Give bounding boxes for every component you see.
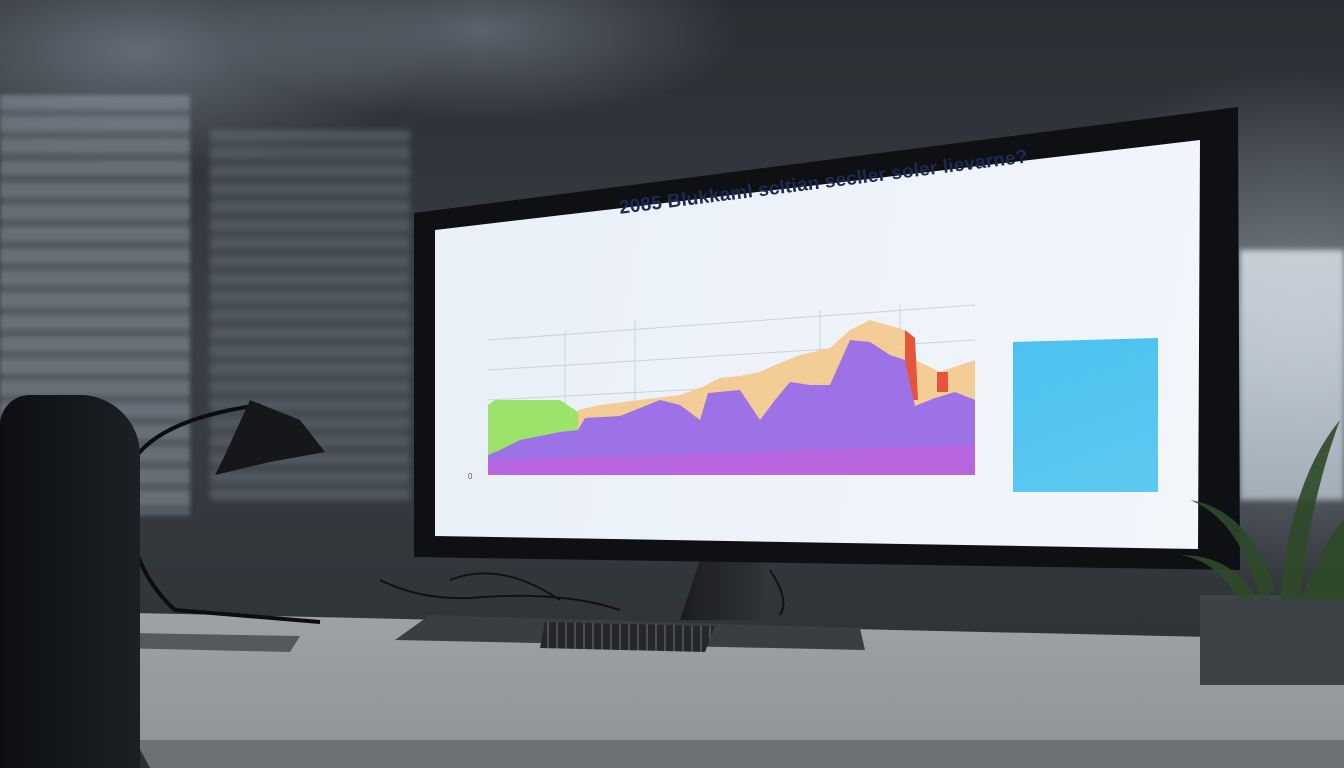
y-axis-zero-label: 0 [468,472,473,481]
office-chair [0,395,140,768]
series-red-2 [937,372,948,392]
series-purple [488,340,975,475]
lamp-head [215,400,325,475]
series-violet [488,445,975,475]
cables [379,569,785,616]
plant-pot [1200,595,1344,685]
